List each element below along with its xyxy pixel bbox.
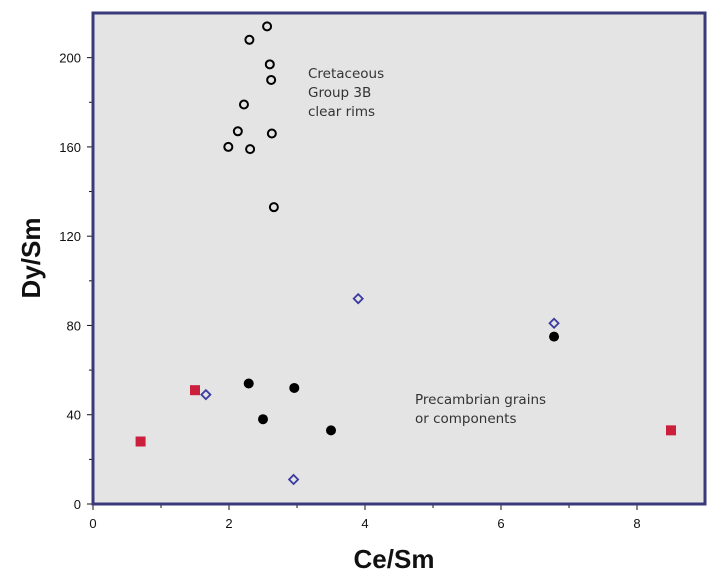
x-tick-label: 6 (497, 516, 504, 531)
data-point-open-diamond (287, 473, 300, 486)
data-point-open-circle (266, 128, 277, 139)
y-tick-label: 80 (67, 318, 81, 333)
data-points (135, 21, 676, 486)
data-point-open-circle (245, 144, 256, 155)
y-tick-label: 160 (59, 140, 81, 155)
y-tick-label: 0 (74, 497, 81, 512)
data-point-filled-circle (549, 331, 560, 342)
x-tick-label: 2 (225, 516, 232, 531)
annotation-precambrian-line-2: or components (415, 411, 517, 427)
data-point-open-diamond (548, 317, 560, 329)
annotations: Cretaceous Group 3B clear rims Precambri… (308, 66, 546, 427)
data-point-open-circle (232, 126, 243, 137)
data-point-open-circle (264, 59, 275, 70)
data-point-filled-circle (289, 382, 300, 393)
y-tick-label: 120 (59, 229, 81, 244)
plot-area (93, 13, 705, 504)
annotation-cretaceous-line-1: Cretaceous (308, 66, 384, 82)
data-point-open-circle (268, 202, 279, 213)
data-point-open-circle (266, 74, 277, 85)
data-point-open-circle (223, 141, 234, 152)
data-point-open-diamond (200, 388, 212, 401)
data-point-filled-circle (243, 378, 254, 389)
y-tick-label: 200 (59, 51, 81, 66)
data-point-filled-circle (258, 414, 268, 425)
y-tick-label: 40 (67, 408, 81, 423)
x-tick-label: 4 (361, 516, 368, 531)
annotation-cretaceous-line-3: clear rims (308, 104, 375, 120)
data-point-open-circle (238, 99, 249, 110)
annotation-precambrian-line-1: Precambrian grains (415, 392, 546, 408)
data-point-open-circle (262, 21, 273, 32)
x-tick-label: 8 (633, 516, 640, 531)
data-point-filled-square (666, 425, 676, 436)
data-point-filled-square (135, 436, 146, 447)
x-tick-label: 0 (89, 516, 96, 531)
data-point-open-diamond (352, 292, 364, 305)
data-point-open-circle (244, 34, 255, 45)
data-point-filled-circle (326, 425, 336, 436)
x-axis-title: Ce/Sm (354, 544, 435, 574)
y-axis-title: Dy/Sm (16, 218, 46, 299)
data-point-filled-square (190, 385, 200, 396)
axis-ticks: 0 40 80 120 160 200 0 2 4 6 8 (59, 51, 640, 531)
plot-frame (91, 11, 707, 506)
annotation-cretaceous-line-2: Group 3B (308, 85, 371, 101)
